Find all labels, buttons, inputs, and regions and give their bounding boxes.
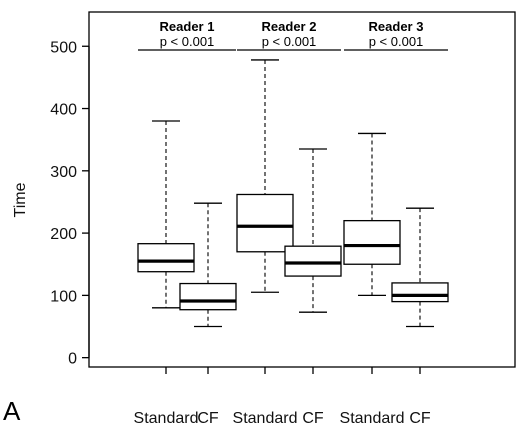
interquartile-box — [179, 282, 237, 311]
interquartile-box — [137, 243, 195, 273]
box-1 — [137, 120, 195, 309]
x-tick-label: CF — [197, 410, 219, 427]
p-value-label: p < 0.001 — [160, 34, 215, 49]
y-tick-label: 100 — [50, 288, 77, 305]
y-tick-label: 500 — [50, 39, 77, 56]
box-2 — [179, 202, 237, 328]
y-tick-label: 400 — [50, 102, 77, 119]
interquartile-box — [236, 193, 294, 253]
boxes — [137, 59, 449, 328]
x-tick-label: CF — [302, 410, 324, 427]
comparison-2: Reader 2p < 0.001 — [237, 19, 341, 51]
y-tick-label: 200 — [50, 226, 77, 243]
y-tick-label: 300 — [50, 164, 77, 181]
x-tick-label: CF — [409, 410, 431, 427]
box-6 — [391, 207, 449, 328]
reader-label: Reader 1 — [160, 19, 215, 34]
comparison-1: Reader 1p < 0.001 — [138, 19, 236, 51]
interquartile-box — [391, 282, 449, 303]
plot-frame — [88, 11, 516, 368]
panel-label: A — [3, 396, 21, 426]
p-value-label: p < 0.001 — [262, 34, 317, 49]
p-value-label: p < 0.001 — [369, 34, 424, 49]
interquartile-box — [284, 245, 342, 277]
reader-label: Reader 3 — [369, 19, 424, 34]
box-5 — [343, 132, 401, 297]
x-tick-label: Standard — [340, 410, 405, 427]
box-3 — [236, 59, 294, 293]
x-tick-label: Standard — [233, 410, 298, 427]
interquartile-box — [343, 219, 401, 265]
y-tick-label: 0 — [68, 351, 77, 368]
y-axis: 0 100 200 300 400 500 — [50, 39, 90, 368]
comparison-3: Reader 3p < 0.001 — [344, 19, 448, 51]
x-tick-label: Standard — [134, 410, 199, 427]
reader-label: Reader 2 — [262, 19, 317, 34]
box-4 — [284, 148, 342, 313]
y-axis-title: Time — [12, 182, 29, 217]
